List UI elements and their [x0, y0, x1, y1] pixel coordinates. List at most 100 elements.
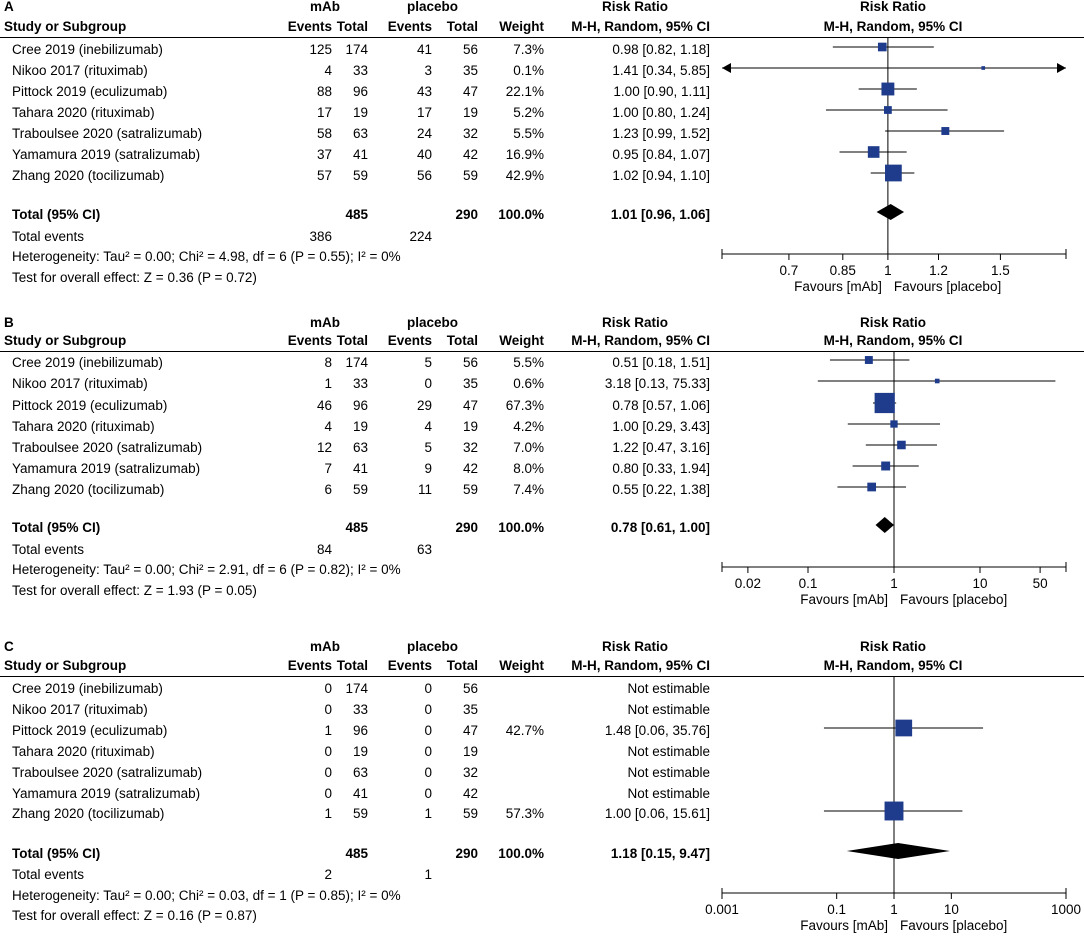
weight: 100.0% — [498, 520, 544, 535]
mab-total: 96 — [352, 398, 368, 413]
risk-ratio-ci: Not estimable — [627, 786, 710, 801]
mab-total: 485 — [345, 846, 368, 861]
mab-total: 59 — [352, 168, 368, 183]
events-col-header: Events — [387, 19, 432, 34]
group1-header: mAb — [310, 0, 340, 14]
risk-ratio-ci: Not estimable — [627, 765, 710, 780]
weight-col-header: Weight — [499, 19, 544, 34]
x-tick-label: 0.1 — [799, 576, 818, 591]
mab-total: 19 — [352, 419, 368, 434]
total-label: Total (95% CI) — [12, 207, 101, 222]
risk-ratio-ci: 1.48 [0.06, 35.76] — [604, 723, 710, 738]
mab-events: 8 — [324, 355, 332, 370]
placebo-events: 11 — [417, 482, 432, 497]
header-rule — [0, 676, 1084, 677]
risk-ratio-ci: 1.23 [0.99, 1.52] — [612, 126, 710, 141]
mab-total: 41 — [352, 461, 368, 476]
mab-events: 12 — [316, 440, 332, 455]
favours-left-label: Favours [mAb] — [800, 592, 888, 607]
weight-col-header: Weight — [499, 333, 544, 348]
placebo-total: 59 — [462, 482, 478, 497]
mab-events: 58 — [316, 126, 332, 141]
study-name: Zhang 2020 (tocilizumab) — [12, 482, 165, 497]
placebo-events: 0 — [424, 702, 432, 717]
placebo-total: 290 — [455, 520, 478, 535]
method-col-header: M-H, Random, 95% CI — [823, 658, 963, 673]
placebo-events: 40 — [416, 147, 432, 162]
placebo-total: 56 — [462, 355, 478, 370]
forest-plot-a: 0.7 0.85 1 1.2 1.5 Favours [mAb] Favours [plac… — [721, 37, 1067, 294]
weight: 67.3% — [505, 398, 544, 413]
forest-plot-c: 0.001 0.1 1 10 1000 Favours [mAb] Favours [pla… — [705, 676, 1081, 933]
mab-events: 1 — [324, 723, 332, 738]
risk-ratio-ci: 1.00 [0.29, 3.43] — [612, 419, 710, 434]
x-tick-label: 10 — [944, 902, 959, 917]
mab-events: 4 — [324, 419, 332, 434]
placebo-total: 290 — [455, 207, 478, 222]
study-name: Nikoo 2017 (rituximab) — [12, 63, 148, 78]
study-point-estimate — [897, 440, 906, 450]
placebo-total: 42 — [462, 147, 478, 162]
risk-ratio-ci: Not estimable — [627, 744, 710, 759]
placebo-events: 17 — [416, 105, 432, 120]
placebo-events: 0 — [424, 765, 432, 780]
placebo-events: 5 — [424, 355, 432, 370]
header-rule — [0, 37, 1084, 38]
risk-ratio-ci: 1.41 [0.34, 5.85] — [612, 63, 710, 78]
study-col-header: Study or Subgroup — [4, 333, 127, 348]
study-name: Traboulsee 2020 (satralizumab) — [12, 126, 203, 141]
overall-effect-test: Test for overall effect: Z = 0.36 (P = 0… — [12, 270, 257, 285]
mab-events: 0 — [324, 786, 332, 801]
forest-panel-c: C mAb placebo Risk Ratio Risk Ratio Stud… — [0, 636, 1084, 936]
heterogeneity-stats: Heterogeneity: Tau² = 0.00; Chi² = 2.91,… — [12, 562, 401, 577]
placebo-total: 19 — [462, 105, 478, 120]
study-name: Yamamura 2019 (satralizumab) — [12, 786, 201, 801]
rr-title-right: Risk Ratio — [859, 0, 927, 14]
total-label: Total (95% CI) — [12, 520, 101, 535]
placebo-total: 32 — [462, 765, 478, 780]
mab-total: 174 — [345, 355, 368, 370]
x-tick-label: 10 — [972, 576, 987, 591]
total-events-label: Total events — [12, 542, 85, 557]
mab-total: 63 — [352, 765, 368, 780]
x-tick-label: 0.001 — [705, 902, 739, 917]
group2-header: placebo — [406, 639, 458, 654]
overall-effect-test: Test for overall effect: Z = 1.93 (P = 0… — [12, 583, 257, 598]
placebo-total: 35 — [462, 702, 478, 717]
mab-events: 0 — [324, 681, 332, 696]
method-col-header: M-H, Random, 95% CI — [823, 19, 963, 34]
x-tick-label: 0.1 — [827, 902, 846, 917]
total-col-header: Total — [446, 19, 478, 34]
group2-header: placebo — [406, 0, 458, 14]
overall-effect-test: Test for overall effect: Z = 0.16 (P = 0… — [12, 908, 257, 923]
study-name: Yamamura 2019 (satralizumab) — [12, 147, 201, 162]
risk-ratio-ci: 0.95 [0.84, 1.07] — [612, 147, 710, 162]
placebo-events: 24 — [416, 126, 432, 141]
mab-total: 174 — [345, 681, 368, 696]
placebo-total: 35 — [462, 376, 478, 391]
risk-ratio-ci: 1.02 [0.94, 1.10] — [612, 168, 710, 183]
mab-events: 7 — [324, 461, 332, 476]
events-col-header: Events — [387, 658, 432, 673]
placebo-total-events: 224 — [409, 229, 432, 244]
placebo-events: 3 — [424, 63, 432, 78]
pooled-estimate-diamond — [875, 517, 894, 533]
mab-total: 485 — [345, 520, 368, 535]
mab-total: 41 — [352, 147, 368, 162]
risk-ratio-ci: 0.51 [0.18, 1.51] — [612, 355, 710, 370]
study-point-estimate — [941, 127, 950, 135]
placebo-total: 47 — [462, 84, 478, 99]
mab-total: 485 — [345, 207, 368, 222]
weight: 100.0% — [498, 846, 544, 861]
mab-events: 6 — [324, 482, 332, 497]
mab-events: 57 — [316, 168, 332, 183]
risk-ratio-ci: 0.78 [0.57, 1.06] — [612, 398, 710, 413]
risk-ratio-ci: 1.00 [0.06, 15.61] — [604, 806, 710, 821]
weight: 16.9% — [505, 147, 544, 162]
placebo-total: 56 — [462, 681, 478, 696]
events-col-header: Events — [287, 19, 332, 34]
study-name: Tahara 2020 (rituximab) — [12, 419, 155, 434]
x-tick-label: 50 — [1033, 576, 1048, 591]
pooled-risk-ratio: 1.01 [0.96, 1.06] — [610, 207, 710, 222]
total-label: Total (95% CI) — [12, 846, 101, 861]
